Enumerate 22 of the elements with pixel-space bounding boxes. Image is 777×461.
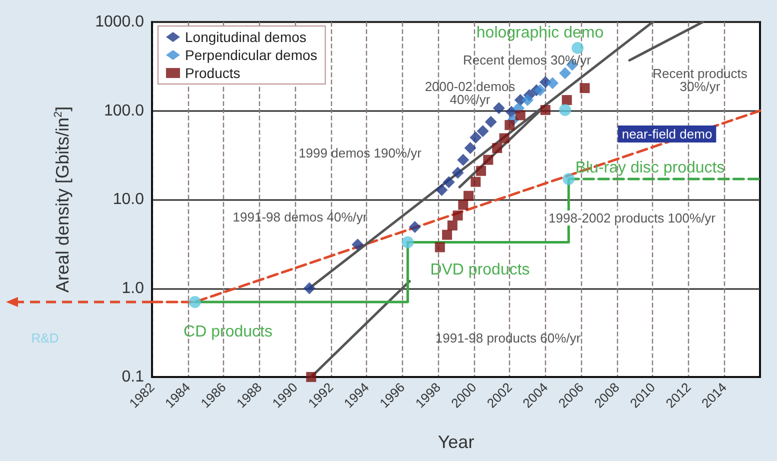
y-tick-label: 1.0	[122, 280, 144, 297]
annotation: Recent demos 30%/yr	[463, 52, 592, 68]
annotation: 2000-02 demos 40%/yr	[424, 79, 516, 107]
annotation: near-field demo	[622, 126, 712, 142]
y-tick-label: 100.0	[104, 102, 144, 120]
x-axis-title: Year	[438, 432, 474, 452]
text: R&D	[31, 330, 59, 346]
y-tick-label: 0.1	[122, 368, 144, 386]
annotation: 1998-2002 products 100%/yr	[548, 210, 716, 226]
legend-label: Products	[185, 65, 240, 81]
y-tick-label: 10.0	[112, 191, 144, 208]
y-axis-title: Areal density [Gbits/in2]	[52, 106, 72, 293]
annotation: CD products	[184, 324, 272, 340]
annotation: 1991-98 demos 40%/yr	[232, 210, 368, 224]
legend-label: Longitudinal demos	[185, 29, 306, 45]
y-tick-label: 1000.0	[95, 14, 144, 30]
annotation: DVD products	[430, 262, 530, 278]
annotation: holographic demo	[476, 24, 604, 42]
legend-label: Perpendicular demos	[185, 47, 318, 63]
annotation: 1991-98 products 60%/yr	[435, 330, 582, 346]
annotation: 1999 demos 190%/yr	[298, 146, 422, 160]
annotation: Recent products 30%/yr	[652, 66, 748, 94]
